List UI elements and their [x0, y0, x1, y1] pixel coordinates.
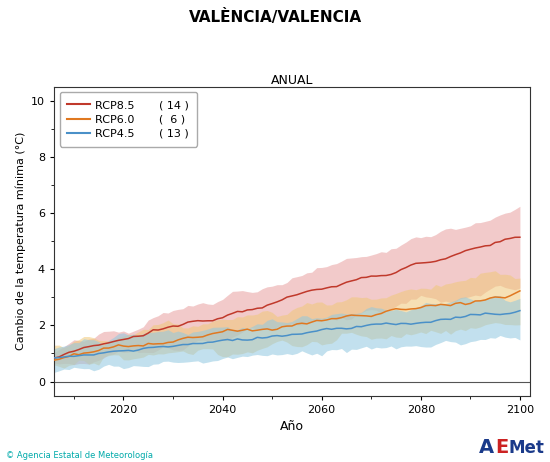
Text: VALÈNCIA/VALENCIA: VALÈNCIA/VALENCIA: [189, 9, 361, 25]
X-axis label: Año: Año: [280, 420, 304, 433]
Text: A: A: [478, 438, 494, 457]
Title: ANUAL: ANUAL: [271, 74, 313, 87]
Text: Met: Met: [509, 439, 544, 457]
Legend: RCP8.5       ( 14 ), RCP6.0       (  6 ), RCP4.5       ( 13 ): RCP8.5 ( 14 ), RCP6.0 ( 6 ), RCP4.5 ( 13…: [59, 92, 197, 147]
Text: © Agencia Estatal de Meteorología: © Agencia Estatal de Meteorología: [6, 451, 152, 460]
Y-axis label: Cambio de la temperatura mínima (°C): Cambio de la temperatura mínima (°C): [15, 132, 25, 350]
Text: E: E: [495, 438, 508, 457]
